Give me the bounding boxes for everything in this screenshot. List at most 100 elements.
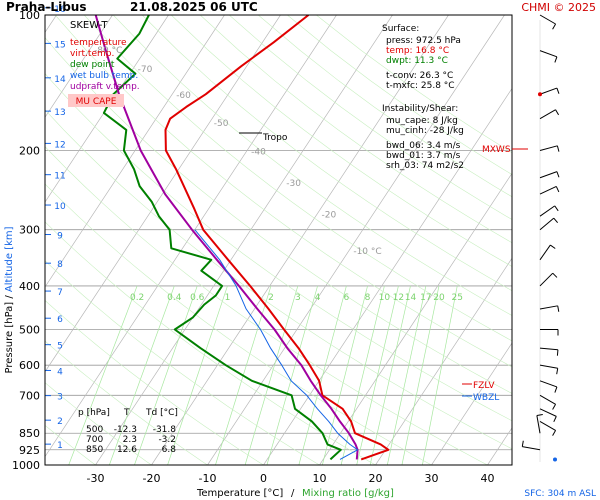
wind-barb-feather [556,368,559,375]
wind-barb-feather [557,305,560,312]
wind-profile [521,14,560,462]
wind-barb-feather [553,217,559,224]
wind-barb [539,364,558,369]
series-temperature [164,15,390,461]
instability-bwd-06: bwd_06: 3.4 m/s [386,141,461,151]
temperature-tick-label: 40 [481,472,495,485]
mixing-ratio-line [422,285,458,465]
mixing-ratio-label: 0.6 [190,293,205,303]
dry-adiabat-line [45,340,208,465]
grid-layer [45,15,512,465]
table-cell-td: -31.8 [153,425,177,435]
fzlv-label: FZLV [473,381,495,391]
mixing-ratio-label: 14 [405,293,417,303]
wind-barb [539,109,556,120]
altitude-tick-label: 12 [54,140,65,150]
isotherm-line [263,87,512,465]
mxws-label: MXWS [482,145,511,155]
isotherm-line [319,172,512,465]
x-axis-separator: / [291,488,295,499]
table-cell-p: 700 [86,435,103,445]
mixing-ratio-label: 12 [393,293,404,303]
isotherm-label: -30 [286,179,301,189]
dry-adiabat-line [45,424,96,465]
mixing-ratio-label: 2 [268,293,274,303]
altitude-tick-label: 4 [57,367,63,377]
pressure-tick-label: 850 [19,427,40,440]
dry-adiabat-line [45,73,512,422]
temperature-tick-label: -30 [87,472,105,485]
surface-temp: temp: 16.8 °C [386,46,449,56]
wind-barb [539,186,557,195]
series-dew-point [102,15,342,461]
altitude-tick-label: 1 [57,441,63,451]
dry-adiabat-line [45,300,264,465]
series-layer [94,15,390,461]
pressure-tick-label: 925 [19,444,40,457]
mixing-ratio-line [386,285,427,465]
legend-title: SKEW-T [70,20,108,31]
legend-updraft: udpraft v.temp. [70,82,140,92]
legend-temperature: temperature [70,38,127,48]
surface-title: Surface: [382,24,419,34]
instability-bwd-01: bwd_01: 3.7 m/s [386,151,461,161]
mu-cape-badge-label: MU CAPE [76,97,117,107]
wind-barb-feather [555,186,560,193]
wind-barb [539,145,558,151]
wind-barb-feather [552,272,558,278]
isotherm-label: -40 [251,147,266,157]
dry-adiabat-line [45,37,512,394]
temperature-tick-label: 30 [425,472,439,485]
dry-adiabat-line [45,183,432,465]
instability-mu-cape: mu_cape: 8 J/kg [386,116,458,126]
temperature-tick-label: 0 [260,472,267,485]
table-header-td: Td [°C] [145,408,178,418]
wind-barb-feather [554,205,559,212]
mixing-ratio-label: 6 [344,293,350,303]
mixing-ratio-label: 10 [379,293,391,303]
pressure-tick-label: 200 [19,144,40,157]
temperature-tick-label: -10 [199,472,217,485]
wind-barb [539,347,558,351]
altitude-tick-label: 2 [57,417,63,427]
mixing-ratio-line [322,285,368,465]
table-cell-td: -3.2 [158,435,176,445]
mixing-ratio-label: 20 [433,293,445,303]
mixing-ratio-label: 4 [315,293,321,303]
wind-barb [539,217,555,231]
wind-barb [539,380,558,388]
dry-adiabat-line [45,109,512,450]
isotherm-line [45,15,337,458]
table-cell-t: -12.3 [114,425,137,435]
table-header-t: T [123,408,130,418]
wind-barb [539,171,558,179]
instability-srh-03: srh_03: 74 m2/s2 [386,161,464,171]
table-cell-t: 12.6 [117,445,137,455]
y-axis-title-separator: / [4,292,15,302]
table-cell-p: 850 [86,445,103,455]
credit-text: CHMI © 2025 [521,1,596,14]
wind-barb [539,87,558,95]
isotherm-line [95,15,393,465]
dry-adiabat-line [141,15,512,292]
altitude-tick-label: 8 [57,260,63,270]
surface-wind-dot [553,457,557,462]
isotherm-label: -10 °C [353,247,381,257]
dry-adiabat-line [170,15,512,267]
mixing-ratio-line [369,285,411,465]
surface-dwpt: dwpt: 11.3 °C [386,56,448,66]
isotherm-line [375,257,512,465]
dry-adiabat-line [258,15,512,198]
table-header-p: p [hPa] [78,408,110,418]
wind-barb-feather [554,56,558,63]
dry-adiabat-line [45,382,152,465]
isotherm-line [207,15,505,465]
altitude-tick-label: 13 [54,108,65,118]
pressure-tick-label: 500 [19,324,40,337]
pressure-tick-label: 400 [19,280,40,293]
mixing-ratio-line [356,285,399,465]
wind-barb-feather [550,244,556,249]
pressure-tick-label: 1000 [12,459,40,472]
wind-barb-feather [554,386,558,393]
